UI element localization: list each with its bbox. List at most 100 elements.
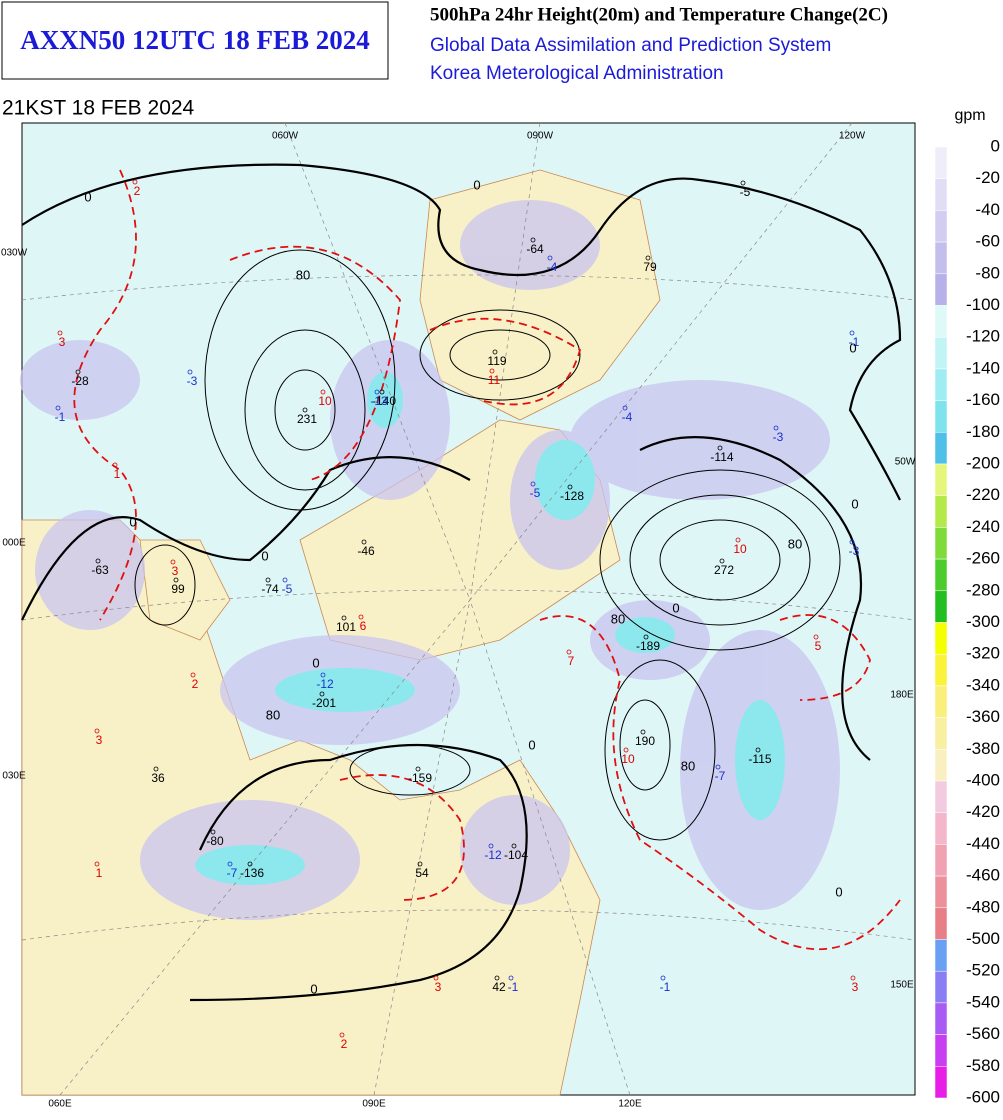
contour-label: 0 [473,177,480,192]
contour-label: 80 [611,611,625,626]
colorbar-swatch [934,590,948,623]
station-marker [227,861,233,867]
station-marker [433,975,439,981]
contour-label: 80 [296,267,310,282]
height-label: -189 [636,639,660,653]
colorbar-swatch [934,907,948,940]
contour-label: 0 [849,340,856,355]
title: AXXN50 12UTC 18 FEB 2024 [20,25,370,55]
height-label: -104 [504,848,528,862]
station-marker [302,407,308,413]
colorbar-swatch [934,749,948,782]
contour-label: 0 [261,548,268,563]
contour-label: 80 [266,707,280,722]
colorbar-swatch [934,812,948,845]
station-marker [530,237,536,243]
colorbar-label: -460 [966,866,1000,885]
temperature-change-label: 2 [341,1037,348,1051]
station-marker [660,975,666,981]
height-label: -63 [91,563,109,577]
station-marker [358,614,364,620]
system: Global Data Assimilation and Prediction … [430,35,831,56]
cold-change-label: -4 [547,260,558,274]
colorbar-label: -60 [975,232,1000,251]
colorbar-label: -320 [966,644,1000,663]
grid-label: 030E [2,771,26,782]
colorbar-swatch [934,495,948,528]
station-marker [374,389,380,395]
colorbar-swatch [934,685,948,718]
station-marker [153,766,159,772]
height-label: -64 [526,242,544,256]
contour-label: 0 [310,981,317,996]
map [20,122,916,1096]
grid-label: 060W [272,131,299,142]
station-marker [494,975,500,981]
station-marker [247,861,253,867]
colorbar-label: -100 [966,295,1000,314]
cold-change-label: -13 [370,394,388,408]
colorbar-label: -120 [966,327,1000,346]
height-label: -28 [71,374,89,388]
colorbar-label: -580 [966,1056,1000,1075]
grid-label: 090E [362,1099,386,1110]
station-marker [210,829,216,835]
station-marker [55,405,61,411]
colorbar-label: -480 [966,897,1000,916]
station-marker [187,369,193,375]
height-label: -201 [312,696,336,710]
station-marker [320,672,326,678]
colorbar-label: -260 [966,549,1000,568]
grid-label: 180E [890,690,914,701]
height-label: 101 [336,620,356,634]
height-label: -140 [372,394,396,408]
station-marker [379,389,385,395]
grid-label: 150E [890,980,914,991]
cold-change-label: -1 [849,335,860,349]
height-label: -128 [560,489,584,503]
product: 500hPa 24hr Height(20m) and Temperature … [430,4,888,25]
colorbar-label: -40 [975,200,1000,219]
temperature-change-label: 3 [172,564,179,578]
agency: Korea Meterological Administration [430,63,724,84]
grid-label: 000E [2,538,26,549]
height-label: 231 [297,412,317,426]
station-marker [415,766,421,772]
station-marker [717,445,723,451]
station-marker [623,747,629,753]
colorbar-label: 0 [991,136,1000,155]
station-marker [492,349,498,355]
cold-change-label: -1 [55,410,66,424]
station-marker [94,861,100,867]
strong-fall-areas [195,372,785,885]
cold-change-label: -5 [282,582,293,596]
grid-label: 50W [895,457,916,468]
colorbar-label: -540 [966,992,1000,1011]
colorbar-label: -500 [966,929,1000,948]
station-marker [740,180,746,186]
station-marker [173,577,179,583]
station-marker [319,691,325,697]
height-label: 54 [415,866,429,880]
colorbar-swatch [934,400,948,433]
height-label: -5 [740,185,751,199]
station-marker [511,843,517,849]
height-label: 272 [714,563,734,577]
temperature-change-label: 3 [852,980,859,994]
colorbar-label: -400 [966,770,1000,789]
colorbar-swatch [934,432,948,465]
colorbar-label: -280 [966,580,1000,599]
colorbar-label: -180 [966,422,1000,441]
colorbar-swatch [934,1034,948,1067]
temperature-contours [73,169,901,951]
station-marker [339,1032,345,1038]
cold-change-label: -5 [530,486,541,500]
valid-time: 21KST 18 FEB 2024 [2,97,195,120]
contour-label: 80 [681,758,695,773]
station-marker [735,537,741,543]
cold-change-label: -4 [622,410,633,424]
station-marker [813,634,819,640]
station-marker [94,728,100,734]
station-marker [112,462,118,468]
